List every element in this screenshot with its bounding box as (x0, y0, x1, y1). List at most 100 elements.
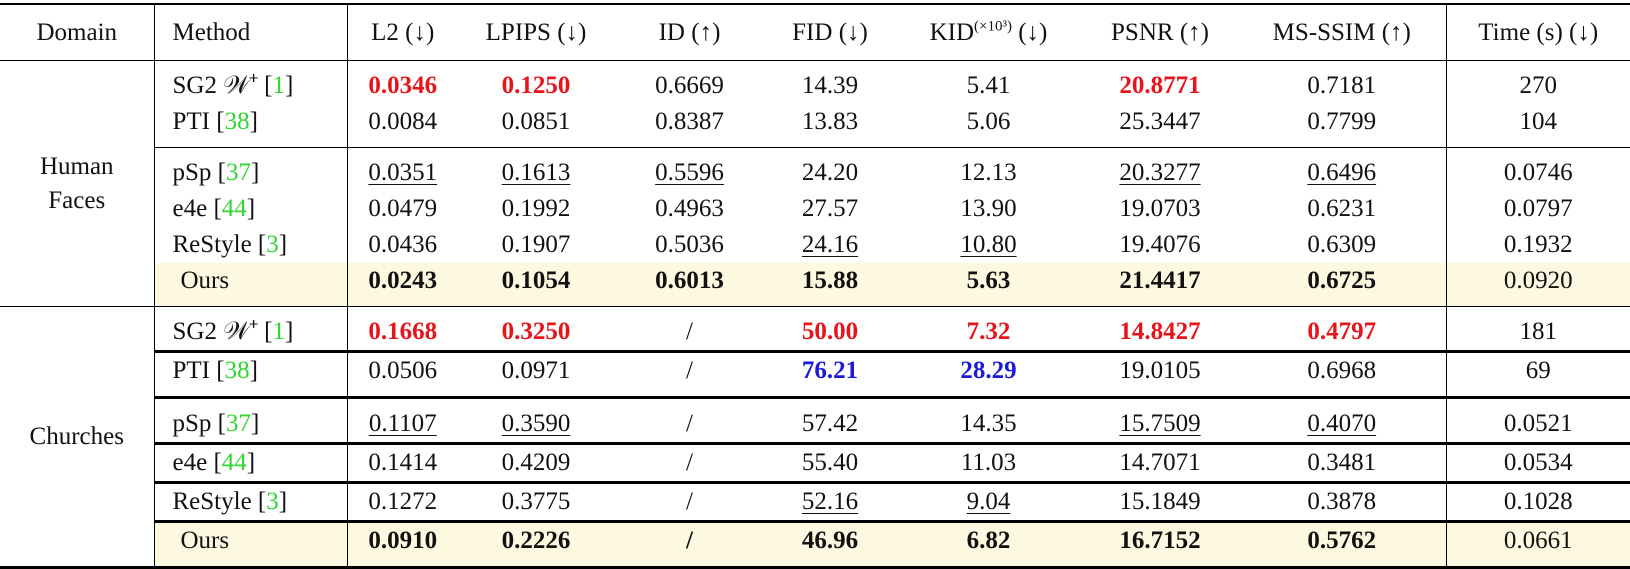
value-cell: 20.8771 (1082, 60, 1238, 104)
value-cell: 9.04 (895, 482, 1082, 523)
value-cell: / (614, 397, 765, 445)
value-cell: / (614, 443, 765, 484)
value-cell: 14.7071 (1082, 443, 1238, 484)
header-cell: PSNR (↑) (1082, 3, 1238, 61)
value-cell: 0.1250 (458, 60, 614, 104)
value-cell: 0.0351 (347, 147, 458, 191)
value-cell: 0.0243 (347, 263, 458, 307)
method-ref: [3] (257, 231, 288, 258)
value-cell: 0.1907 (501, 231, 571, 258)
value-cell: 0.4070 (1238, 397, 1446, 445)
value-cell: 15.7509 (1082, 397, 1238, 445)
value-cell: 0.6231 (1307, 195, 1377, 222)
value-cell: 0.0436 (368, 231, 438, 258)
value-cell: 0.6309 (1307, 231, 1377, 258)
value-cell: 0.5762 (1238, 521, 1446, 569)
method-name: pSp (172, 159, 218, 186)
method-name: ReStyle (172, 488, 258, 515)
method-cell: Ours (154, 263, 348, 307)
value-cell: 0.5036 (655, 231, 724, 258)
table-row: pSp [37] 0.0351 0.1613 0.5596 24.20 12.13 20.3… (0, 147, 1630, 191)
header-text: KID (929, 18, 975, 46)
method-name: ReStyle (172, 231, 258, 258)
header-cell: MS-SSIM (↑) (1238, 3, 1446, 61)
value-cell: 16.7152 (1082, 521, 1238, 569)
value-cell: 10.80 (960, 231, 1017, 258)
value-cell: 0.4963 (655, 195, 724, 222)
method-cell: Ours (154, 521, 348, 569)
method-name: SG2 𝒲⁺ (172, 72, 265, 99)
value-cell: 0.1992 (501, 195, 571, 222)
method-ref: [38] (216, 357, 258, 384)
value-cell: 0.6669 (614, 60, 765, 104)
value-cell: 24.16 (801, 231, 859, 258)
value-cell: 0.0084 (368, 108, 438, 135)
value-cell: 14.39 (765, 60, 895, 104)
method-name: SG2 𝒲⁺ (172, 318, 265, 345)
ref-number: 1 (272, 72, 286, 99)
value-cell: 11.03 (895, 443, 1082, 484)
value-cell: 0.1668 (347, 306, 458, 353)
value-cell: 24.20 (765, 147, 895, 191)
value-cell: 76.21 (765, 351, 895, 399)
value-cell: 5.41 (895, 60, 1082, 104)
value-cell: 0.1272 (347, 482, 458, 523)
value-cell: 0.3590 (458, 397, 614, 445)
value-cell: 0.4797 (1238, 306, 1446, 353)
table-row: Churches SG2 𝒲⁺ [1] 0.1668 0.3250/50.00 7.32… (0, 306, 1630, 569)
table-row: PTI [38] 0.0084 0.0851 0.8387 13.83 5.06 25.34… (0, 104, 1630, 148)
value-cell: 0.1414 (347, 443, 458, 484)
value-cell: 0.1107 (347, 397, 458, 445)
value-cell: 14.35 (895, 397, 1082, 445)
value-cell: 13.83 (801, 108, 859, 135)
table-row: Human Faces SG2 𝒲⁺ [1] 0.0346 0.1250 0.6669 1… (0, 60, 1630, 307)
header-cell: Method (154, 3, 348, 61)
value-cell: 0.0971 (458, 351, 614, 399)
value-cell: 52.16 (765, 482, 895, 523)
method-ref: [1] (264, 72, 294, 99)
value-cell: 0.0661 (1445, 521, 1630, 569)
value-cell: / (614, 306, 765, 353)
method-name: Ours (180, 527, 230, 554)
method-ref: [44] (213, 195, 256, 222)
method-cell: PTI [38] (154, 104, 348, 148)
value-cell: 0.3878 (1238, 482, 1446, 523)
method-cell: SG2 𝒲⁺ [1] (154, 306, 348, 353)
method-ref: [44] (213, 449, 256, 476)
value-cell: 104 (1445, 104, 1630, 148)
method-ref: [1] (264, 318, 294, 345)
value-cell: 0.7181 (1238, 60, 1446, 104)
table-row: Ours 0.0910 0.2226/46.96 6.82 16.7152 0.5762 0… (0, 521, 1630, 569)
header-suffix: (↓) (1011, 18, 1048, 46)
value-cell: 0.6725 (1238, 263, 1446, 307)
value-cell: 0.6496 (1238, 147, 1446, 191)
value-cell: 0.0851 (501, 108, 571, 135)
header-cell: KID(×10³) (↓) (895, 3, 1082, 61)
value-cell: 0.1054 (458, 263, 614, 307)
value-cell: 0.3481 (1238, 443, 1446, 484)
method-ref: [3] (257, 488, 288, 515)
value-cell: 12.13 (895, 147, 1082, 191)
value-cell: 19.0105 (1082, 351, 1238, 399)
ref-number: 37 (225, 159, 251, 186)
table-row: e4e [44] 0.1414 0.4209/55.40 11.03 14.7071 0.… (0, 443, 1630, 484)
value-cell: 0.0910 (347, 521, 458, 569)
value-cell: 6.82 (895, 521, 1082, 569)
value-cell: 0.0479 (368, 195, 438, 222)
method-name: PTI (172, 357, 217, 384)
value-cell: 25.3447 (1119, 108, 1201, 135)
table-row: ReStyle [3] 0.0436 0.1907 0.5036 24.16 10.80 1… (0, 227, 1630, 263)
value-cell: / (614, 351, 765, 399)
method-name: PTI (172, 108, 217, 135)
table-row: e4e [44] 0.0479 0.1992 0.4963 27.57 13.90 19.0… (0, 191, 1630, 227)
value-cell: 0.2226 (458, 521, 614, 569)
header-cell: L2 (↓) (347, 3, 458, 61)
value-cell: 181 (1445, 306, 1630, 353)
method-name: e4e (172, 195, 214, 222)
value-cell: 0.6968 (1238, 351, 1446, 399)
method-cell: ReStyle [3] (154, 482, 348, 523)
ref-number: 1 (272, 318, 286, 345)
value-cell: / (614, 521, 765, 569)
table-row: ReStyle [3] 0.1272 0.3775/52.16 9.04 15.1849… (0, 482, 1630, 523)
value-cell: 0.7799 (1307, 108, 1377, 135)
